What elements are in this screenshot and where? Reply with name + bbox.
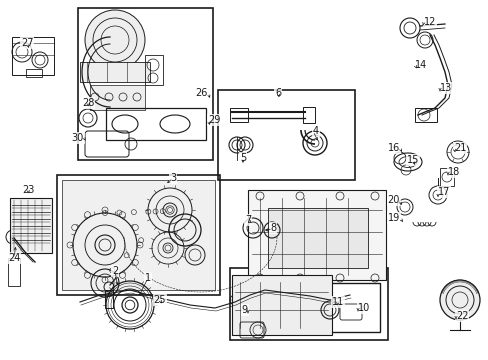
- Text: 24: 24: [8, 253, 20, 263]
- Bar: [145, 55, 163, 85]
- Bar: [26, 69, 42, 77]
- Bar: [62, 180, 215, 290]
- Text: 26: 26: [195, 88, 207, 98]
- Bar: [414, 108, 436, 122]
- Text: 4: 4: [312, 126, 319, 136]
- Text: 11: 11: [331, 297, 344, 307]
- Text: 29: 29: [207, 115, 220, 125]
- Text: 23: 23: [22, 185, 34, 195]
- Bar: [247, 190, 385, 280]
- Bar: [229, 268, 387, 340]
- Bar: [229, 108, 247, 122]
- Bar: [57, 175, 220, 295]
- Text: 20: 20: [387, 195, 399, 205]
- Text: 7: 7: [244, 215, 251, 225]
- Text: 21: 21: [453, 143, 466, 153]
- Text: 18: 18: [447, 167, 459, 177]
- Bar: [218, 90, 354, 180]
- Text: 13: 13: [439, 83, 451, 93]
- Bar: [304, 283, 379, 332]
- Circle shape: [85, 10, 145, 70]
- Text: 25: 25: [153, 295, 166, 305]
- Text: 9: 9: [242, 305, 247, 315]
- Circle shape: [439, 280, 479, 320]
- Text: 16: 16: [387, 143, 399, 153]
- Text: 8: 8: [269, 223, 276, 233]
- Text: 14: 14: [414, 60, 427, 70]
- Bar: [90, 85, 145, 110]
- Text: 2: 2: [112, 266, 118, 276]
- Text: 19: 19: [387, 213, 399, 223]
- Bar: [8, 258, 20, 286]
- Bar: [80, 62, 150, 82]
- Text: 17: 17: [437, 187, 449, 197]
- Text: 5: 5: [240, 153, 245, 163]
- Text: 3: 3: [170, 173, 176, 183]
- Bar: [10, 198, 52, 253]
- Text: 6: 6: [274, 88, 281, 98]
- Bar: [105, 290, 113, 308]
- Text: 15: 15: [406, 155, 418, 165]
- Text: 22: 22: [455, 311, 468, 321]
- Text: 1: 1: [144, 273, 151, 283]
- Bar: [231, 275, 331, 335]
- Bar: [106, 108, 205, 140]
- Text: 12: 12: [423, 17, 435, 27]
- Text: 28: 28: [81, 98, 94, 108]
- Text: 10: 10: [357, 303, 369, 313]
- Bar: [267, 208, 367, 268]
- Bar: [303, 107, 314, 123]
- Text: 27: 27: [20, 38, 33, 48]
- Bar: [12, 37, 54, 75]
- Bar: [439, 168, 453, 186]
- Text: 30: 30: [72, 133, 84, 143]
- Bar: [78, 8, 213, 160]
